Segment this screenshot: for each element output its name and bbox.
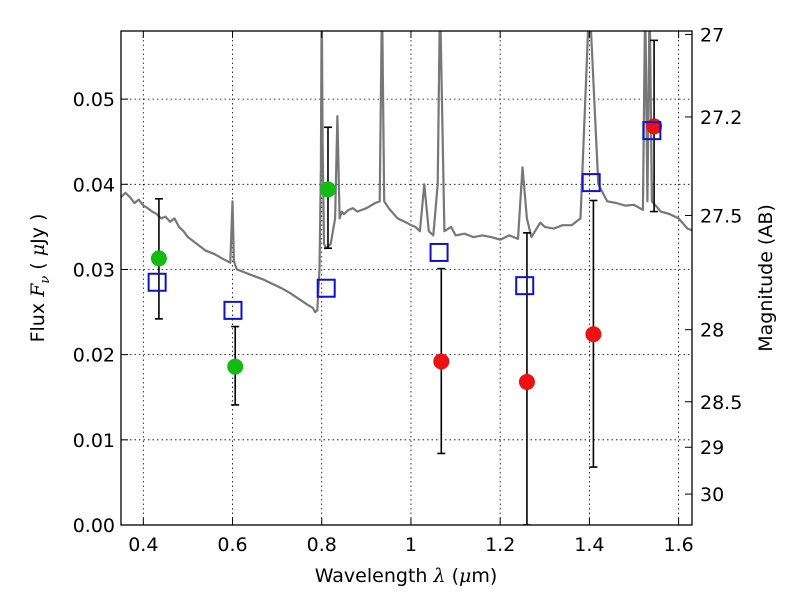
y-tick-label: 0.04: [73, 174, 115, 196]
data-markers: [147, 118, 663, 390]
y2-tick-label: 29: [700, 437, 724, 459]
grid-lines: [121, 31, 692, 526]
plot-area: [121, 31, 692, 525]
y-tick-label: 0.02: [73, 345, 115, 367]
model-square-marker: [642, 121, 662, 141]
y2-tick-label: 27.2: [700, 107, 742, 129]
y2-tick-label: 27.5: [700, 205, 742, 227]
y2-tick-label: 30: [700, 484, 724, 506]
y2-tick-label: 28: [700, 320, 724, 342]
y2-tick-label: 27: [700, 24, 724, 46]
model-square-marker: [581, 173, 601, 193]
model-square-marker: [515, 276, 535, 296]
red-data-point: [433, 353, 450, 370]
green-data-point: [319, 181, 336, 198]
y-axis-label: Flux Fν ( μJy ): [27, 214, 53, 343]
plot-frame: [120, 30, 693, 526]
x-axis-ticks: 0.4 0.6 0.8 1 1.2 1.4 1.6: [128, 31, 694, 556]
x-tick-label: 1.6: [664, 534, 694, 556]
model-spectrum-line: [121, 31, 692, 314]
green-data-point: [150, 250, 167, 267]
x-axis-label: Wavelength λ (μm): [315, 565, 498, 587]
model-square-marker: [223, 300, 243, 320]
y-tick-label: 0.03: [73, 259, 115, 281]
y2-axis-label: Magnitude (AB): [755, 204, 777, 352]
red-data-point: [518, 373, 535, 390]
model-square-marker: [147, 272, 167, 292]
y-tick-label: 0.00: [73, 515, 115, 537]
x-tick-label: 0.4: [128, 534, 158, 556]
y-tick-label: 0.05: [73, 89, 115, 111]
red-data-point: [585, 326, 602, 343]
x-tick-label: 1: [405, 534, 417, 556]
model-square-marker: [316, 278, 336, 298]
y2-tick-label: 28.5: [700, 392, 742, 414]
red-data-point: [646, 118, 663, 135]
y-tick-label: 0.01: [73, 430, 115, 452]
y2-axis-ticks: 27 27.2 27.5 28 28.5 29 30: [685, 24, 742, 506]
y-axis-ticks: 0.00 0.01 0.02 0.03 0.04 0.05: [73, 89, 128, 537]
x-tick-label: 0.6: [217, 534, 247, 556]
model-square-marker: [429, 242, 449, 262]
green-data-point: [227, 358, 244, 375]
x-tick-label: 0.8: [307, 534, 337, 556]
error-bars: [154, 39, 659, 525]
x-tick-label: 1.4: [574, 534, 604, 556]
x-tick-label: 1.2: [485, 534, 515, 556]
